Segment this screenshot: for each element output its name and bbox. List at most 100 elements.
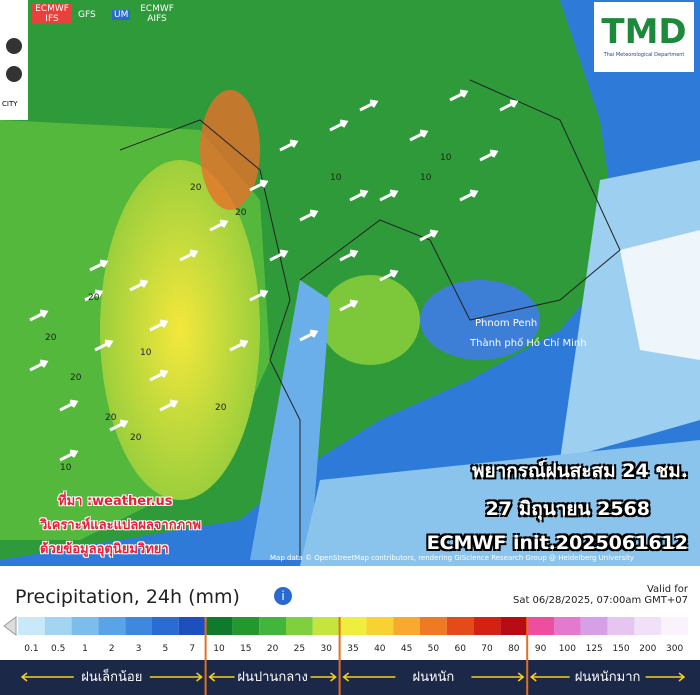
place-label: Thành phố Hồ Chí Minh [469, 337, 587, 349]
wind-arrow [379, 269, 399, 282]
scale-swatch [366, 617, 394, 635]
rain-category: ฝนหนักมาก [575, 670, 641, 685]
contour-label: 20 [88, 293, 100, 303]
contour-label: 20 [215, 403, 227, 413]
scale-label: 200 [639, 644, 656, 654]
wind-arrow [179, 249, 199, 262]
scale-label: 0.5 [51, 644, 65, 654]
wind-arrow [59, 449, 79, 462]
wind-arrow [109, 419, 129, 432]
wind-arrow [299, 209, 319, 222]
map: Map data © OpenStreetMap contributors, r… [0, 0, 700, 566]
wind-arrow [129, 279, 149, 292]
wind-arrow [249, 179, 269, 192]
wind-arrow [149, 369, 169, 382]
contour-label: 20 [130, 433, 142, 443]
scale-swatch [473, 617, 501, 635]
rain-category: ฝนเล็กน้อย [81, 667, 142, 685]
scale-label: 3 [136, 644, 142, 654]
scale-label: 50 [428, 644, 440, 654]
scale-swatch [125, 617, 152, 635]
scale-swatch [393, 617, 420, 635]
wind-arrow [59, 399, 79, 412]
contour-label: 10 [60, 463, 72, 473]
contour-label: 20 [235, 208, 247, 218]
rain-category: ฝนปานกลาง [237, 670, 307, 685]
scale-label: 150 [612, 644, 629, 654]
credit-line: ด้วยข้อมูลอุตุนิยมวิทยา [40, 542, 169, 557]
model-tab[interactable]: ECMWF AIFS [140, 4, 174, 24]
scale-label: 80 [508, 644, 520, 654]
scale-swatch [286, 617, 313, 635]
scale-swatch [178, 617, 206, 635]
wind-arrow [449, 89, 469, 102]
wind-arrow [229, 339, 249, 352]
category-arrow [342, 672, 525, 682]
wind-arrow [479, 149, 499, 162]
scale-swatch [339, 617, 367, 635]
category-arrow [20, 672, 203, 682]
credit-line: วิเคราะห์และแปลผลจากภาพ [40, 518, 202, 533]
model-tab[interactable]: ECMWF IFS [32, 4, 72, 24]
scale-label: 10 [213, 644, 225, 654]
scale-swatch [232, 617, 260, 635]
credit-source: ที่มา :weather.us [58, 494, 173, 509]
wind-arrow [339, 249, 359, 262]
wind-arrow [299, 329, 319, 342]
map-attribution: Map data © OpenStreetMap contributors, r… [270, 554, 634, 562]
color-scale: 0.1 0.5 1 2 3 5 7 10 15 20 25 30 35 40 45 50 60 70 80 90 100… [0, 616, 700, 695]
scale-swatch [312, 617, 340, 635]
wind-arrow [249, 289, 269, 302]
rain-category: ฝนหนัก [412, 670, 454, 685]
model-tab[interactable]: UM [112, 10, 131, 20]
scale-swatch [634, 617, 662, 635]
scale-label: 1 [82, 644, 88, 654]
wind-arrow [149, 319, 169, 332]
wind-arrow [339, 299, 359, 312]
wind-arrow [279, 139, 299, 152]
scale-label: 20 [267, 644, 279, 654]
scale-label: 0.1 [24, 644, 38, 654]
scale-swatch [18, 617, 45, 635]
scale-swatch [152, 617, 179, 635]
overlay-date: 27 มิถุนายน 2568 [485, 498, 650, 520]
wind-arrow [359, 99, 379, 112]
overlay-title: พยากรณ์ฝนสะสม 24 ชม. [471, 460, 688, 482]
wind-arrow [84, 289, 104, 302]
model-tab[interactable]: GFS [78, 10, 96, 20]
wind-arrow [499, 99, 519, 112]
scale-label: 125 [586, 644, 603, 654]
logo-title: TMD [601, 12, 687, 52]
category-arrow [529, 672, 686, 682]
wind-arrow [29, 309, 49, 322]
wind-arrow [419, 229, 439, 242]
logo-subtitle: Thai Meteorological Department [603, 52, 685, 58]
scale-label: 35 [347, 644, 358, 654]
scale-swatch [205, 617, 233, 635]
scale-label: 45 [401, 644, 412, 654]
contour-label: 20 [70, 373, 82, 383]
contour-label: 10 [440, 153, 452, 163]
scale-label: 60 [454, 644, 466, 654]
contour-label: 10 [140, 348, 152, 358]
wind-arrows [29, 89, 519, 462]
scale-swatch [420, 617, 447, 635]
wind-arrow [159, 399, 179, 412]
logo: TMD Thai Meteorological Department [594, 2, 694, 72]
scale-label: 7 [189, 644, 195, 654]
city-toggle[interactable]: CITY [2, 100, 18, 108]
wind-arrow [89, 259, 109, 272]
category-arrow [208, 672, 337, 682]
wind-arrow [409, 129, 429, 142]
info-button[interactable]: i [274, 587, 292, 605]
valid-value: Sat 06/28/2025, 07:00am GMT+07 [512, 595, 688, 606]
scale-label: 2 [109, 644, 115, 654]
scale-label: 70 [481, 644, 493, 654]
scale-swatch [580, 617, 608, 635]
contour-label: 20 [45, 333, 57, 343]
side-toolbar: CITY [0, 0, 28, 120]
scale-swatch [98, 617, 126, 635]
valid-label: Valid for [646, 584, 688, 595]
scale-label: 30 [320, 644, 332, 654]
